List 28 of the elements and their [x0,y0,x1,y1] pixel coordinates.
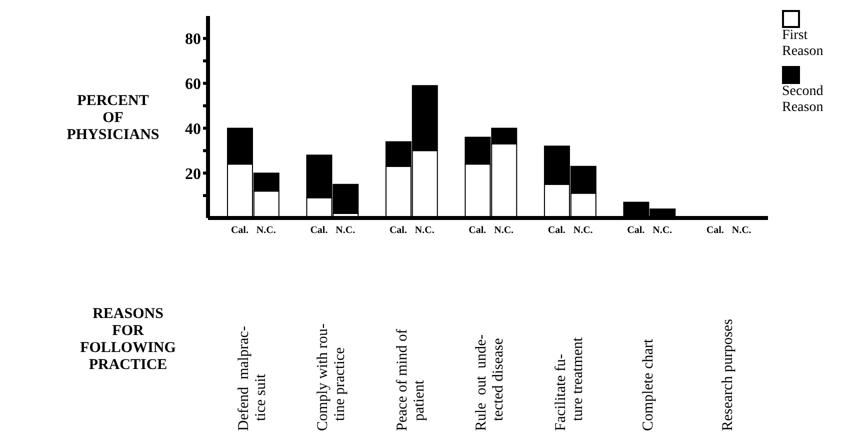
text: Defend malprac- tice suit [236,326,269,431]
x-tick-label: N.C. [256,225,276,236]
y-axis-title: PERCENT OF PHYSICIANS [66,93,160,144]
text: Research purposes [720,318,736,431]
x-tick-label: Cal. [310,225,328,236]
x-tick-label: Cal. [548,225,566,236]
text: Peace of mind of patient [394,328,428,431]
text: Rule out unde- tected disease [474,334,507,431]
x-tick-label: N.C. [732,225,752,236]
x-tick-label: Cal. [468,225,487,236]
x-tick-label: N.C. [414,225,435,236]
x-tick-label: Cal. [706,225,724,236]
y-tick-label: 80 [185,31,201,48]
x-tick-label: N.C. [336,225,356,236]
x-tick-label: N.C. [573,225,594,236]
x-tick-label: Cal. [389,225,408,236]
text: Complete chart [640,338,657,431]
x-tick-label: N.C. [494,225,514,236]
x-axis-title: REASONS FOR FOLLOWING PRACTICE [79,306,177,374]
y-tick-label: 20 [185,166,201,183]
legend-label: Second Reason [782,84,824,116]
x-tick-label: Cal. [627,225,646,236]
x-tick-label: Cal. [230,225,249,236]
legend-label: First Reason [782,28,824,60]
text: Facilitate fu- ture treatment [552,336,586,431]
y-tick-label: 40 [185,120,201,138]
x-tick-label: N.C. [652,225,673,236]
y-tick-label: 60 [185,76,201,94]
